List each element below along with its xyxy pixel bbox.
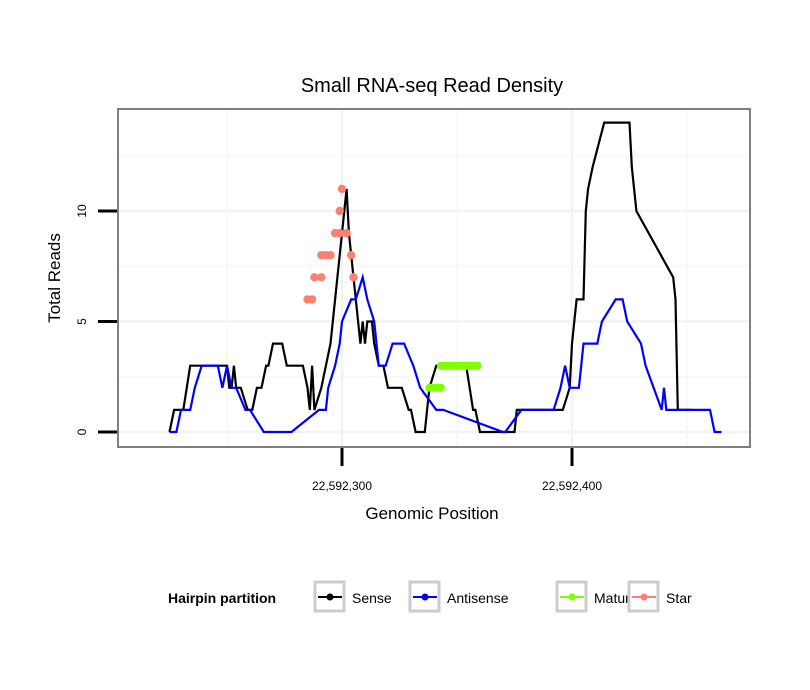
chart-title: Small RNA-seq Read Density bbox=[301, 75, 563, 97]
legend-title: Hairpin partition bbox=[168, 590, 276, 606]
grid bbox=[119, 110, 749, 446]
series-layer bbox=[168, 121, 722, 434]
series-line-antisense bbox=[169, 272, 722, 434]
legend-entry-star: Star bbox=[627, 580, 692, 613]
series-point-star bbox=[326, 251, 335, 260]
legend-label: Sense bbox=[352, 590, 392, 606]
y-tick-label: 5 bbox=[75, 318, 89, 325]
legend-key-point bbox=[326, 593, 334, 601]
x-tick-label: 22,592,400 bbox=[542, 479, 602, 493]
series-point-star bbox=[349, 273, 358, 282]
legend-label: Star bbox=[666, 590, 692, 606]
plot-panel bbox=[117, 108, 751, 448]
y-axis-label: Total Reads bbox=[45, 233, 64, 323]
series-point-star bbox=[342, 228, 351, 238]
y-tick-label: 0 bbox=[75, 428, 89, 435]
series-point-star bbox=[310, 273, 319, 282]
x-axis: 22,592,300 22,592,400 bbox=[312, 448, 602, 493]
legend-entry-mature: Mature bbox=[555, 580, 638, 613]
series-point-star bbox=[347, 251, 356, 260]
y-axis: 0 5 10 bbox=[75, 204, 117, 435]
legend-entry-sense: Sense bbox=[313, 580, 392, 613]
series-point-star bbox=[335, 206, 344, 216]
legend-key-point bbox=[568, 593, 576, 601]
series-point-star bbox=[317, 273, 326, 282]
series-point-star bbox=[307, 295, 317, 304]
legend-key-point bbox=[421, 593, 429, 601]
legend: Hairpin partition Sense Antisense Mature St… bbox=[168, 580, 692, 613]
y-tick-label: 10 bbox=[75, 204, 89, 218]
legend-label: Mature bbox=[594, 590, 638, 606]
legend-label: Antisense bbox=[447, 590, 509, 606]
legend-key-point bbox=[640, 593, 648, 601]
series-point-star bbox=[337, 184, 347, 194]
series-line-sense bbox=[168, 121, 692, 434]
x-axis-label: Genomic Position bbox=[365, 504, 498, 523]
x-tick-label: 22,592,300 bbox=[312, 479, 372, 493]
series-point-star bbox=[335, 228, 344, 238]
legend-entry-antisense: Antisense bbox=[408, 580, 509, 613]
